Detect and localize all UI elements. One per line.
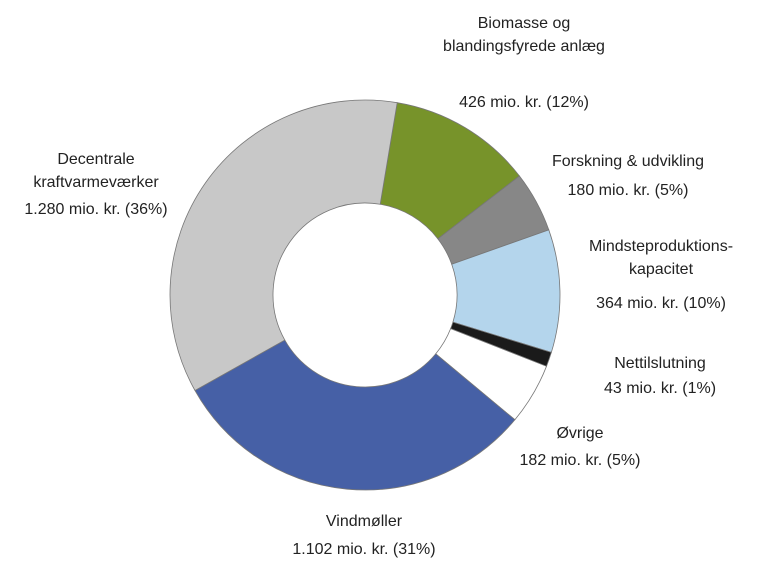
slice-label: Biomasse og blandingsfyrede anlæg — [443, 15, 605, 55]
slice-label: Øvrige — [556, 425, 604, 442]
donut-slice — [169, 99, 398, 392]
value-label: 182 mio. kr. (5%) — [519, 452, 641, 469]
donut-slice — [194, 339, 516, 491]
slice-label: Mindsteproduktions-kapacitet — [588, 238, 734, 278]
value-label: 426 mio. kr. (12%) — [459, 94, 589, 111]
slice-label: Forskning & udvikling — [551, 153, 705, 170]
slice-label: Vindmøller — [325, 513, 403, 530]
value-label: 43 mio. kr. (1%) — [603, 380, 717, 397]
slice-label: Nettilslutning — [614, 355, 706, 372]
value-label: 1.102 mio. kr. (31%) — [292, 541, 436, 558]
slice-label: Decentrale kraftvarmeværker — [33, 151, 159, 191]
value-label: 1.280 mio. kr. (36%) — [24, 201, 168, 218]
value-label: 180 mio. kr. (5%) — [567, 182, 689, 199]
value-label: 364 mio. kr. (10%) — [596, 295, 726, 312]
